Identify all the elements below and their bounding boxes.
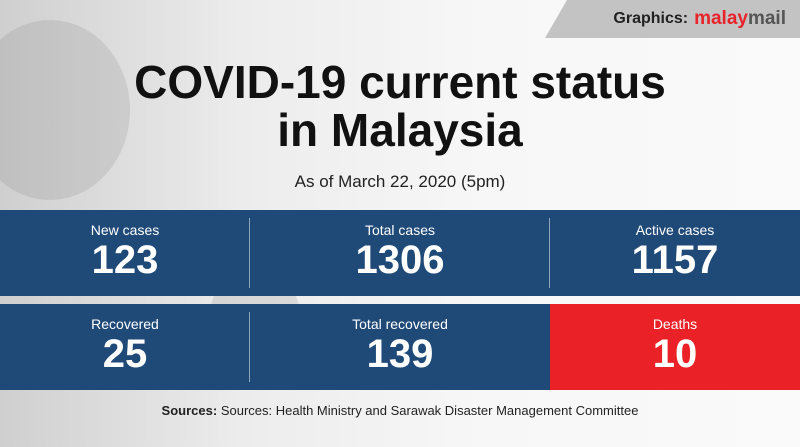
credit-prefix: Graphics: xyxy=(613,10,689,27)
stat-label: Total recovered xyxy=(352,316,448,332)
divider xyxy=(549,218,550,288)
divider xyxy=(249,312,250,382)
sources-note: Sources: Sources: Health Ministry and Sa… xyxy=(0,403,800,418)
stat-value: 139 xyxy=(366,332,434,376)
page-title: COVID-19 current status in Malaysia xyxy=(0,58,800,154)
sources-label: Sources: xyxy=(161,403,218,418)
sources-text: Sources: Health Ministry and Sarawak Dis… xyxy=(220,403,639,418)
stat-active-cases: Active cases 1157 xyxy=(550,210,800,296)
stat-label: Recovered xyxy=(91,316,159,332)
stat-value: 10 xyxy=(652,332,698,376)
title-line-1: COVID-19 current status xyxy=(134,56,666,108)
title-line-2: in Malaysia xyxy=(277,104,523,156)
stat-total-recovered: Total recovered 139 xyxy=(250,304,550,390)
stats-row-2: Recovered 25 Total recovered 139 Deaths 10 xyxy=(0,304,800,390)
stat-value: 1306 xyxy=(355,238,445,282)
stat-value: 25 xyxy=(102,332,148,376)
stat-recovered: Recovered 25 xyxy=(0,304,250,390)
subtitle-date: As of March 22, 2020 (5pm) xyxy=(294,172,506,191)
brand-logo-red: malay xyxy=(694,8,748,29)
stat-label: Deaths xyxy=(652,316,698,332)
stat-value: 123 xyxy=(91,238,159,282)
stats-row-1: New cases 123 Total cases 1306 Active case… xyxy=(0,210,800,296)
stat-total-cases: Total cases 1306 xyxy=(250,210,550,296)
brand-logo-grey: mail xyxy=(747,8,786,29)
virus-decoration xyxy=(0,20,130,200)
divider xyxy=(249,218,250,288)
stat-new-cases: New cases 123 xyxy=(0,210,250,296)
stat-label: Active cases xyxy=(635,222,715,238)
stat-label: New cases xyxy=(90,222,160,238)
graphics-credit-banner: Graphics: malay mail xyxy=(545,0,800,38)
stat-value: 1157 xyxy=(631,238,719,282)
stat-label: Total cases xyxy=(364,222,436,238)
stat-deaths: Deaths 10 xyxy=(550,304,800,390)
